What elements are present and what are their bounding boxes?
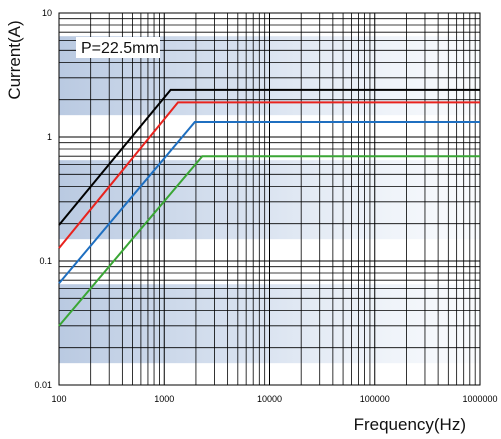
y-axis-title: Current(A) bbox=[5, 20, 24, 99]
x-tick-labels: 100 1000 10000 100000 1000000 bbox=[51, 394, 497, 404]
y-tick-label: 1 bbox=[47, 132, 52, 142]
annotation-background bbox=[76, 37, 160, 58]
x-tick-label: 1000000 bbox=[462, 394, 497, 404]
series-line-4 bbox=[58, 155, 480, 327]
series-line-2 bbox=[58, 101, 480, 249]
series-line-3 bbox=[58, 121, 480, 285]
x-tick-label: 10000 bbox=[257, 394, 282, 404]
x-axis-title: Frequency(Hz) bbox=[354, 415, 466, 434]
x-tick-label: 100000 bbox=[360, 394, 390, 404]
y-tick-label: 0.01 bbox=[34, 380, 52, 390]
y-tick-labels: 0.01 0.1 1 10 bbox=[34, 8, 52, 390]
y-tick-label: 0.1 bbox=[39, 256, 52, 266]
x-tick-label: 1000 bbox=[154, 394, 174, 404]
annotation: P=22.5mm bbox=[76, 37, 160, 58]
plot-frame bbox=[58, 12, 481, 386]
series-line-1 bbox=[58, 88, 480, 226]
x-tick-label: 100 bbox=[51, 394, 66, 404]
grid bbox=[59, 13, 480, 385]
annotation-text: P=22.5mm bbox=[81, 40, 159, 57]
y-tick-label: 10 bbox=[42, 8, 52, 18]
series-layer bbox=[58, 88, 480, 327]
